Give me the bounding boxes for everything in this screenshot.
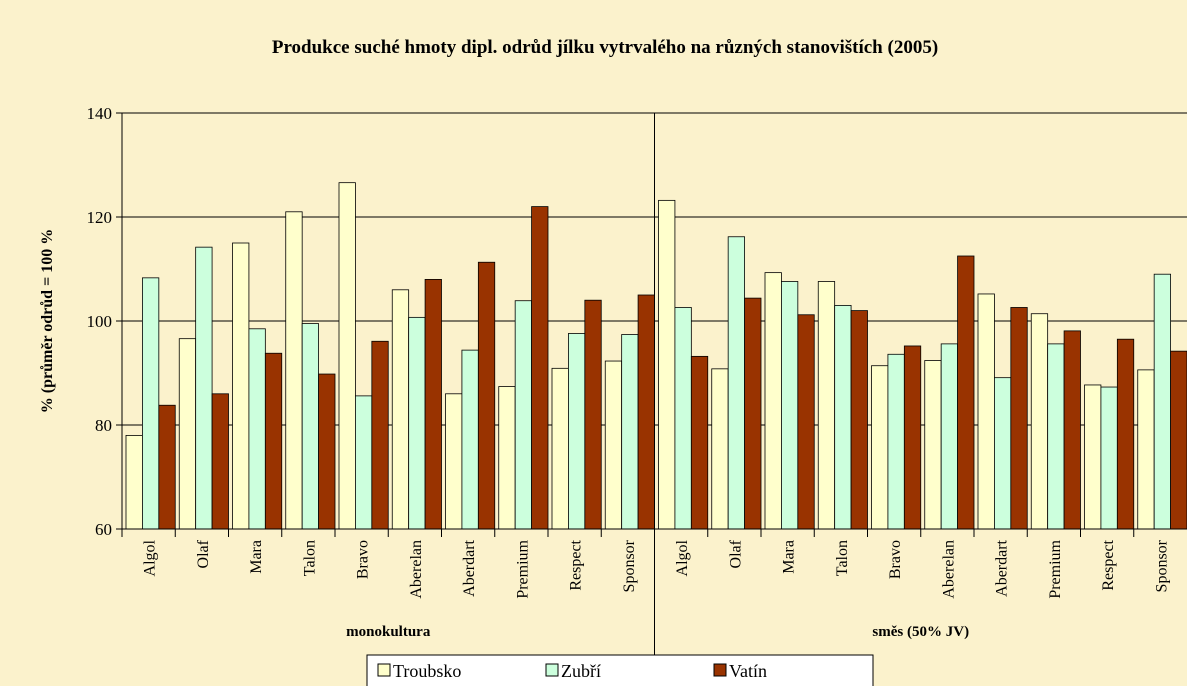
x-tick-label: Respect: [568, 539, 585, 590]
x-tick-label: Bravo: [887, 540, 904, 579]
bar: [637, 294, 655, 530]
bar: [781, 281, 799, 530]
legend-label: Vatín: [729, 661, 767, 681]
bar: [248, 328, 266, 530]
bar: [531, 206, 549, 530]
x-tick-label: Aberdart: [461, 539, 478, 596]
bar: [924, 360, 942, 530]
bar: [834, 304, 852, 530]
bar: [994, 377, 1012, 530]
y-tick-label: 60: [95, 520, 112, 539]
legend: Troubsko Zubří Vatín: [366, 654, 874, 686]
bar: [568, 333, 586, 530]
bar: [301, 323, 319, 530]
x-tick-label: Algol: [142, 539, 159, 576]
x-tick-label: Algol: [674, 539, 691, 576]
x-tick-label: Aberdart: [994, 539, 1011, 596]
bar: [1063, 330, 1081, 530]
chart-title: Produkce suché hmoty dipl. odrůd jílku v…: [272, 37, 938, 58]
bar: [445, 393, 463, 530]
legend-swatch: [545, 663, 559, 677]
bar: [195, 246, 213, 530]
bar: [338, 182, 356, 530]
bar: [158, 404, 176, 530]
legend-box: [366, 654, 874, 686]
x-tick-label: Mara: [781, 540, 798, 574]
bar: [690, 355, 709, 530]
bar: [1100, 386, 1118, 530]
bar: [551, 367, 569, 530]
x-tick-label: Talon: [834, 540, 851, 576]
bar: [1047, 343, 1065, 530]
y-tick-label: 120: [87, 208, 113, 227]
bar: [285, 211, 303, 530]
bar: [658, 199, 676, 530]
y-tick-label: 80: [95, 416, 112, 435]
bar: [604, 360, 623, 530]
bar: [1010, 307, 1028, 530]
y-tick-label: 140: [87, 104, 113, 123]
bar: [1170, 350, 1187, 530]
bar: [1153, 273, 1171, 530]
bar: [674, 307, 692, 530]
bar: [1137, 369, 1155, 530]
x-tick-label: Premium: [1047, 539, 1064, 598]
x-tick-label: Respect: [1100, 539, 1117, 590]
bar: [711, 368, 729, 530]
bar: [957, 255, 975, 530]
bar: [371, 340, 389, 530]
x-tick-label: Sponsor: [1153, 539, 1170, 592]
bar: [887, 353, 905, 530]
bar: [727, 236, 745, 530]
x-tick-label: Mara: [248, 540, 265, 574]
group-label: monokultura: [346, 624, 431, 640]
bar: [514, 300, 532, 530]
bar: [797, 314, 815, 530]
y-axis-label: % (průměr odrůd = 100 %: [39, 229, 56, 413]
bar: [977, 293, 995, 530]
bar: [584, 299, 602, 530]
bar: [211, 393, 229, 530]
legend-label: Zubří: [561, 661, 601, 681]
bar: [621, 334, 639, 530]
bar: [408, 316, 426, 530]
bar: [940, 343, 958, 530]
x-tick-label: Aberelan: [408, 540, 425, 599]
x-tick-label: Sponsor: [621, 539, 638, 592]
bar: [850, 310, 868, 530]
x-tick-label: Bravo: [355, 540, 372, 579]
x-tick-label: Aberelan: [940, 540, 957, 599]
bar: [744, 297, 762, 530]
bar: [1116, 338, 1135, 530]
bar: [903, 345, 922, 530]
bar: [391, 289, 410, 530]
bar: [871, 365, 889, 530]
bar: [1084, 384, 1102, 530]
bar: [232, 242, 250, 530]
legend-swatch: [713, 663, 727, 677]
bar: [142, 277, 160, 530]
y-tick-label: 100: [87, 312, 113, 331]
bar: [264, 352, 283, 530]
x-tick-label: Talon: [301, 540, 318, 576]
bar: [318, 373, 336, 530]
bar: [461, 349, 479, 530]
legend-swatch: [377, 663, 391, 677]
x-tick-label: Olaf: [727, 539, 744, 568]
x-tick-label: Olaf: [195, 539, 212, 568]
bar: [1030, 313, 1049, 530]
bar: [355, 395, 373, 530]
bar: [498, 386, 516, 530]
x-tick-label: Premium: [514, 539, 531, 598]
bar: [125, 434, 143, 530]
group-label: směs (50% JV): [872, 624, 969, 640]
bar: [424, 278, 442, 530]
legend-label: Troubsko: [393, 661, 461, 681]
bar: [477, 261, 496, 530]
bar: [764, 272, 782, 530]
bar: [178, 338, 197, 530]
bar: [817, 281, 836, 530]
